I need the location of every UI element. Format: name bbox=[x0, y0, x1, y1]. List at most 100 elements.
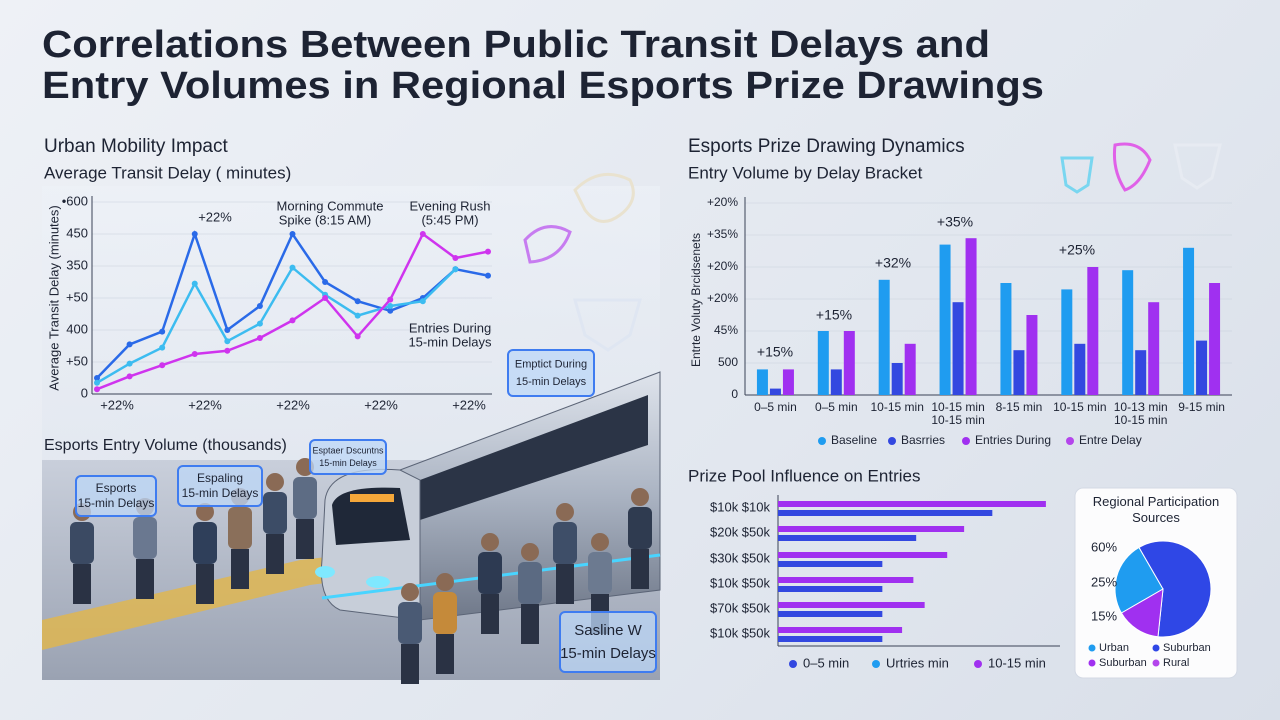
sign-text: 15-min Delays bbox=[516, 376, 587, 388]
point bbox=[159, 328, 166, 335]
person-legs bbox=[231, 549, 249, 589]
person-legs bbox=[631, 549, 649, 589]
emblems bbox=[523, 142, 1222, 352]
bar bbox=[1135, 350, 1147, 395]
point bbox=[159, 344, 166, 351]
bar bbox=[778, 611, 883, 617]
bar bbox=[843, 331, 855, 395]
annotation: +22% bbox=[198, 209, 232, 224]
section-title: Urban Mobility Impact bbox=[44, 136, 228, 157]
pie-slice bbox=[1138, 540, 1212, 638]
person-legs bbox=[481, 594, 499, 634]
bar bbox=[778, 552, 948, 558]
emblem bbox=[1113, 142, 1152, 192]
point bbox=[256, 335, 263, 341]
bar bbox=[1209, 283, 1221, 395]
point bbox=[452, 255, 459, 261]
bar bbox=[778, 510, 993, 516]
headlight bbox=[315, 566, 335, 578]
x-tick-label: +22% bbox=[188, 397, 222, 412]
point bbox=[159, 362, 166, 369]
emblem bbox=[1173, 143, 1222, 190]
x-tick-label: 9-15 min bbox=[1178, 400, 1225, 414]
y-axis-label: Entrte Voluty Brcidsenets bbox=[689, 233, 703, 367]
point bbox=[94, 386, 100, 393]
x-tick-label: +22% bbox=[100, 397, 134, 412]
y-tick-label: $10k $10k bbox=[710, 499, 770, 514]
bar bbox=[778, 627, 903, 633]
y-tick-label: +50 bbox=[66, 289, 88, 304]
person-body bbox=[433, 592, 457, 634]
bar bbox=[830, 369, 842, 395]
bar bbox=[778, 501, 1046, 507]
point bbox=[224, 338, 231, 345]
point bbox=[224, 327, 231, 333]
annotation: +15% bbox=[757, 344, 793, 360]
y-tick-label: 500 bbox=[718, 355, 738, 369]
person-body bbox=[293, 477, 317, 519]
person-body bbox=[398, 602, 422, 644]
point bbox=[485, 248, 491, 255]
point bbox=[289, 264, 296, 271]
person-legs bbox=[296, 519, 314, 559]
sign-text: Esports bbox=[96, 481, 137, 495]
person-body bbox=[518, 562, 542, 604]
legend-swatch bbox=[1152, 659, 1160, 667]
legend-label: Baseline bbox=[831, 433, 877, 447]
point bbox=[191, 231, 198, 237]
annotation: +25% bbox=[1059, 242, 1095, 258]
y-tick-label: +50 bbox=[66, 353, 88, 368]
bar bbox=[1196, 340, 1208, 395]
legend-swatch bbox=[962, 437, 970, 445]
bar bbox=[1122, 270, 1134, 395]
y-tick-label: +20% bbox=[707, 259, 738, 273]
bar bbox=[778, 636, 883, 642]
legend-swatch bbox=[872, 660, 880, 668]
bar bbox=[1148, 302, 1160, 395]
sign-text: 15-min Delays bbox=[319, 458, 377, 468]
bar bbox=[756, 369, 768, 395]
person-body bbox=[193, 522, 217, 564]
person-body bbox=[70, 522, 94, 564]
person-head bbox=[591, 533, 609, 551]
point bbox=[419, 231, 426, 237]
bar bbox=[782, 369, 794, 395]
point bbox=[419, 298, 426, 305]
sign-text: Esptaer Dscuntns bbox=[312, 445, 384, 455]
illustration-title: Esports Entry Volume (thousands) bbox=[44, 437, 287, 454]
person-body bbox=[133, 517, 157, 559]
sign-text: 15-min Delays bbox=[182, 486, 259, 500]
y-tick-label: $20k $50k bbox=[710, 524, 770, 539]
person-head bbox=[196, 503, 214, 521]
bar bbox=[1061, 289, 1073, 395]
person-head bbox=[481, 533, 499, 551]
person-legs bbox=[556, 564, 574, 604]
emblem bbox=[523, 225, 572, 264]
bar bbox=[1000, 283, 1012, 395]
person-body bbox=[588, 552, 612, 594]
point bbox=[126, 373, 133, 380]
legend-label: Urban bbox=[1099, 642, 1129, 654]
bar bbox=[1013, 350, 1025, 395]
person-head bbox=[631, 488, 649, 506]
x-tick-label: +22% bbox=[452, 397, 486, 412]
y-tick-label: $10k $50k bbox=[710, 575, 770, 590]
y-tick-label: $10k $50k bbox=[710, 625, 770, 640]
y-tick-label: $30k $50k bbox=[710, 550, 770, 565]
person-legs bbox=[136, 559, 154, 599]
point bbox=[94, 375, 100, 381]
y-tick-label: 450 bbox=[66, 225, 88, 240]
sign bbox=[177, 465, 263, 507]
y-tick-label: +20% bbox=[707, 291, 738, 305]
point bbox=[126, 341, 133, 348]
chart-title: Average Transit Delay ( minutes) bbox=[44, 163, 291, 182]
sign bbox=[309, 439, 387, 475]
page-title: Entry Volumes in Regional Esports Prize … bbox=[42, 65, 1044, 107]
sign-text: 15-min Delays bbox=[78, 496, 155, 510]
bar bbox=[1026, 315, 1038, 395]
x-tick-label: +22% bbox=[364, 397, 398, 412]
legend-swatch bbox=[974, 660, 982, 668]
point bbox=[224, 347, 231, 354]
y-tick-label: 0 bbox=[731, 387, 738, 401]
